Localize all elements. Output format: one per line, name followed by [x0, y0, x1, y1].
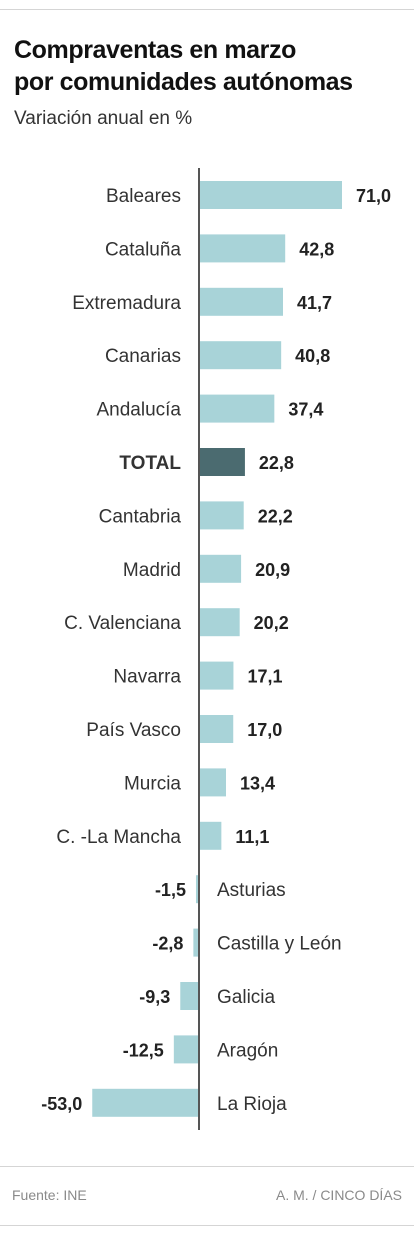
top-rule	[0, 9, 414, 10]
credit-note: A. M. / CINCO DÍAS	[275, 1187, 402, 1203]
bar-10	[199, 715, 234, 743]
bar-16	[173, 1035, 199, 1064]
bar-4	[199, 394, 275, 423]
footer-rule-top	[0, 1166, 414, 1167]
bar-15	[180, 982, 199, 1010]
bar-13	[195, 875, 199, 904]
category-label-14: Castilla y León	[217, 934, 342, 955]
value-label-5: 22,8	[259, 453, 294, 473]
category-label-5: TOTAL	[119, 453, 181, 474]
category-label-15: Galicia	[217, 987, 276, 1008]
title-line-2: por comunidades autónomas	[14, 68, 353, 96]
value-label-13: -1,5	[155, 880, 186, 900]
category-label-0: Baleares	[106, 186, 181, 207]
value-label-17: -53,0	[41, 1094, 82, 1114]
category-label-11: Murcia	[124, 773, 181, 794]
value-label-10: 17,0	[247, 720, 282, 740]
bar-8	[199, 608, 240, 637]
bar-chart: Baleares 71,0 Cataluña 42,8 Extremadura 41,7 C…	[41, 168, 391, 1130]
category-label-3: Canarias	[105, 346, 181, 367]
category-label-12: C. -La Mancha	[56, 827, 181, 848]
value-label-15: -9,3	[139, 987, 170, 1007]
category-label-9: Navarra	[113, 667, 181, 688]
value-label-1: 42,8	[299, 239, 334, 259]
bar-6	[199, 501, 244, 530]
bar-17	[92, 1088, 199, 1117]
value-label-16: -12,5	[123, 1040, 164, 1060]
bar-14	[193, 928, 199, 957]
category-label-8: C. Valenciana	[64, 613, 181, 634]
title-line-1: Compraventas en marzo	[14, 36, 296, 64]
bar-3	[199, 341, 282, 370]
bar-1	[199, 234, 286, 263]
bar-12	[199, 821, 222, 850]
category-label-16: Aragón	[217, 1040, 278, 1061]
value-label-14: -2,8	[152, 934, 183, 954]
bar-0	[199, 181, 342, 209]
value-label-2: 41,7	[297, 293, 332, 313]
value-label-9: 17,1	[247, 667, 282, 687]
value-label-11: 13,4	[240, 773, 275, 793]
value-label-6: 22,2	[258, 506, 293, 526]
category-label-2: Extremadura	[72, 293, 181, 314]
value-label-7: 20,9	[255, 560, 290, 580]
category-label-6: Cantabria	[99, 506, 182, 527]
bar-11	[199, 768, 226, 797]
chart-title: Compraventas en marzo por comunidades au…	[14, 34, 404, 98]
footer-rule-bottom	[0, 1225, 414, 1226]
value-label-0: 71,0	[356, 186, 391, 206]
bar-5	[199, 448, 245, 476]
category-label-7: Madrid	[123, 560, 181, 581]
category-label-1: Cataluña	[105, 239, 181, 260]
bar-7	[199, 554, 242, 583]
category-label-13: Asturias	[217, 880, 286, 901]
source-note: Fuente: INE	[12, 1187, 87, 1203]
value-label-8: 20,2	[254, 613, 289, 633]
category-label-17: La Rioja	[217, 1094, 287, 1115]
category-label-10: País Vasco	[86, 720, 181, 741]
value-label-12: 11,1	[235, 827, 269, 847]
value-label-3: 40,8	[295, 346, 330, 366]
bar-2	[199, 287, 283, 316]
bar-9	[199, 661, 234, 690]
value-label-4: 37,4	[288, 400, 323, 420]
chart-subtitle: Variación anual en %	[14, 108, 193, 129]
category-label-4: Andalucía	[96, 400, 181, 421]
